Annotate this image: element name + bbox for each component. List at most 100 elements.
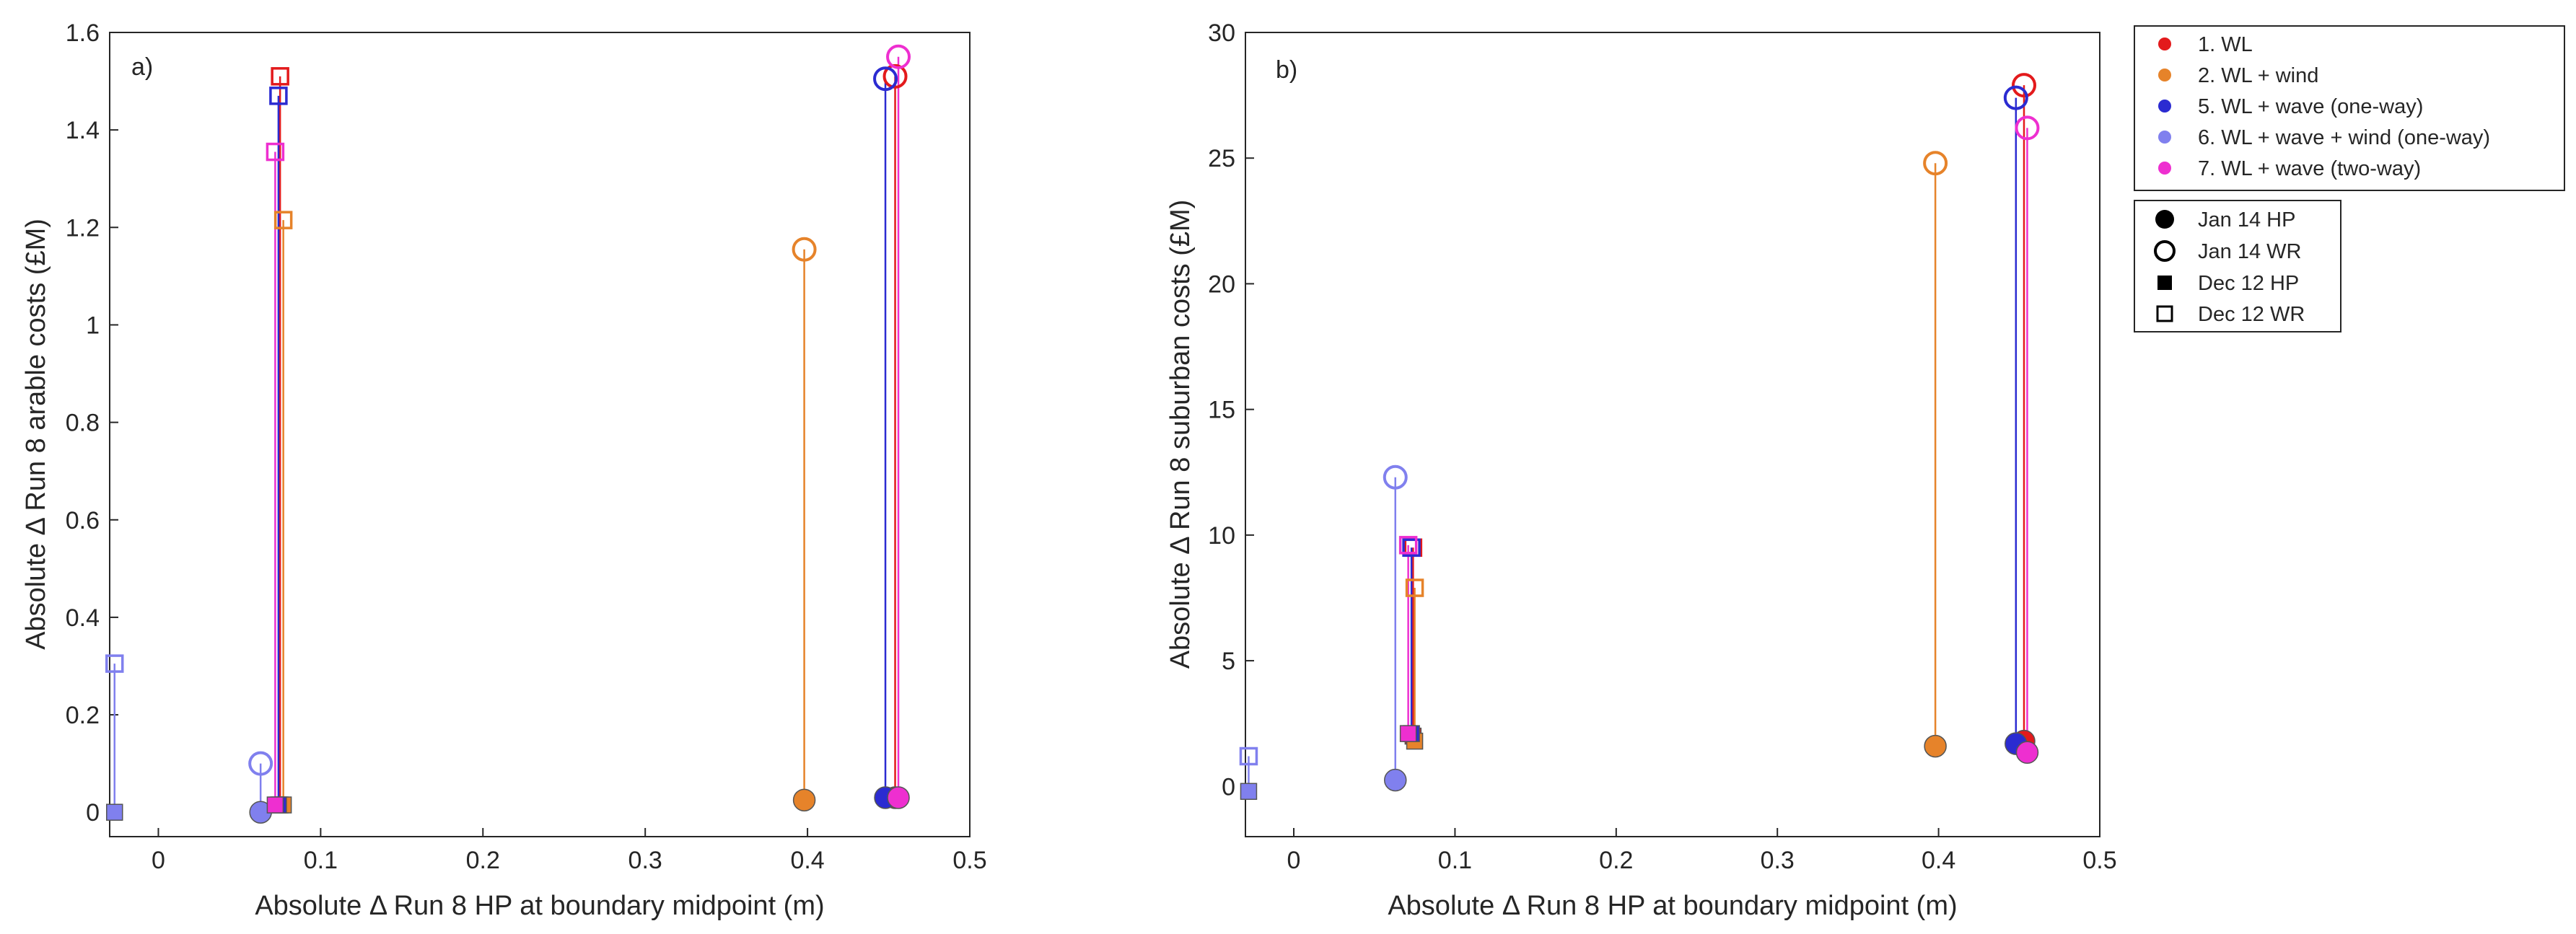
panel-a-6-wl-wave-wind-one-way-jan14-wr-point [248,751,273,776]
legend-marker-open-square [2156,305,2173,322]
legend-item-wl-wave-oneway: 5. WL + wave (one-way) [2158,95,2423,118]
panel-a-xtick-label: 0.1 [304,847,338,874]
panel-b-xtick-label: 0.3 [1761,847,1795,874]
panel-a-ytick-label: 0 [86,799,100,827]
legend-item-wl-wind: 2. WL + wind [2158,64,2318,87]
panel-a-xtick-label: 0.3 [628,847,662,874]
panel-b-xtick-label: 0.1 [1438,847,1472,874]
panel-b-7-wl-wave-two-way-jan14-hp-point [2015,741,2039,765]
panel-b-marks [1239,73,2040,801]
panel-a-7-wl-wave-two-way-jan14-hp-point [887,786,910,809]
panel-a-2-wl-wind-jan14-hp-point [792,788,816,812]
panel-a-5-wl-wave-one-way-dec12-wr-point [269,87,288,105]
panel-a-7-wl-wave-two-way-dec12-wr-point [266,142,285,162]
panel-a-marks [105,44,911,824]
panel-a-ytick-label: 0.2 [66,702,100,729]
panel-b-ytick-label: 0 [1222,773,1235,801]
panel-b-2-wl-wind-jan14-wr-point [1923,151,1948,176]
legend-label-wl-wave-oneway: 5. WL + wave (one-way) [2198,95,2423,118]
panel-a-ytick-label: 0.8 [66,410,100,437]
panel-b-ytick-label: 10 [1208,522,1235,550]
legend-marker-open-circle [2154,240,2176,262]
panel-a-xtick-label: 0.4 [790,847,824,874]
panel-b-7-wl-wave-two-way-jan14-wr-point [2015,115,2040,141]
legend-item-wl-wave-twoway: 7. WL + wave (two-way) [2158,157,2421,180]
legend-label-jan14-hp: Jan 14 HP [2198,208,2295,232]
panel-a-6-wl-wave-wind-one-way-dec12-hp-point [105,803,123,821]
legend-swatch-wl-wave-wind-oneway [2158,131,2171,144]
panel-a-2-wl-wind-dec12-wr-point [273,211,293,229]
panel-a-7-wl-wave-two-way-dec12-hp-point [266,796,284,814]
legend-swatch-wl-wave-oneway [2158,100,2171,113]
legend-label-wl: 1. WL [2198,33,2253,56]
panel-a-1-wl-jan14-wr-point [882,63,908,89]
panel-b-xtick-label: 0 [1287,847,1301,874]
legend-marker-filled-circle [2155,210,2174,229]
legend-series-box [2134,25,2565,191]
legend-item-jan14-wr: Jan 14 WR [2154,240,2301,263]
legend-markers: Jan 14 HP Jan 14 WR Dec 12 HP Dec 12 WR [2134,200,2341,332]
panel-a-xlabel: Absolute Δ Run 8 HP at boundary midpoint… [255,891,824,921]
panel-b-ytick-label: 20 [1208,270,1235,298]
panel-b-5-wl-wave-one-way-jan14-wr-point [2003,85,2028,110]
legend-marker-filled-square [2157,276,2172,290]
legend-swatch-wl [2158,38,2171,50]
legend-label-dec12-wr: Dec 12 WR [2198,303,2305,326]
legend-series: 1. WL 2. WL + wind 5. WL + wave (one-way… [2134,25,2565,191]
panel-a-chart: 0 0.1 0.2 0.3 0.4 0.500.20.40.60.811.21.41.6 … [21,19,987,921]
panel-b-xtick-label: 0.4 [1922,847,1955,874]
panel-a-ytick-label: 1.6 [66,19,100,47]
legend-swatch-wl-wave-twoway [2158,162,2171,175]
panel-a-2-wl-wind-jan14-wr-point [792,237,817,262]
panel-a-5-wl-wave-one-way-jan14-wr-point [873,66,898,92]
panel-a-ytick-label: 1.4 [66,117,100,144]
panel-b-xtick-label: 0.2 [1599,847,1633,874]
panel-b-6-wl-wave-wind-one-way-jan14-wr-point [1383,464,1408,490]
legend-label-dec12-hp: Dec 12 HP [2198,272,2299,295]
panel-b-7-wl-wave-two-way-dec12-hp-point [1399,725,1417,742]
panel-b-6-wl-wave-wind-one-way-jan14-hp-point [1384,768,1407,792]
panel-b-ytick-label: 5 [1222,648,1235,675]
panel-a-ticks: 0 0.1 0.2 0.3 0.4 0.5 0 0.2 0.4 0.6 0.8 1 1.2 1.4 1.6 [66,19,987,874]
panel-b-xlabel: Absolute Δ Run 8 HP at boundary midpoint… [1388,891,1957,921]
legend-item-dec12-hp: Dec 12 HP [2157,272,2299,295]
panel-a-label: a) [131,53,153,81]
panel-b-1-wl-jan14-wr-point [2012,73,2037,98]
panel-b-6-wl-wave-wind-one-way-dec12-wr-point [1239,746,1258,766]
legend-item-wl-wave-wind-oneway: 6. WL + wave + wind (one-way) [2158,126,2490,149]
panel-b-2-wl-wind-jan14-hp-point [1924,734,1947,758]
legend-label-wl-wave-wind-oneway: 6. WL + wave + wind (one-way) [2198,126,2490,149]
panel-a-7-wl-wave-two-way-jan14-wr-point [886,44,911,69]
panel-a-xtick-label: 0.5 [952,847,986,874]
panel-b-plot-area [1245,32,2100,837]
panel-a-xtick-label: 0.2 [466,847,500,874]
panel-b-ylabel: Absolute Δ Run 8 suburban costs (£M) [1165,200,1196,669]
panel-a-6-wl-wave-wind-one-way-dec12-wr-point [105,654,124,673]
panel-a-ytick-label: 1.2 [66,214,100,242]
panel-b-ytick-label: 15 [1208,397,1235,424]
panel-a-ytick-label: 1 [86,312,100,339]
panel-b-ytick-label: 25 [1208,145,1235,172]
panel-a-xtick-label: 0 [152,847,165,874]
panel-a-ylabel: Absolute Δ Run 8 arable costs (£M) [21,219,51,650]
panel-b-7-wl-wave-two-way-dec12-wr-point [1398,536,1418,555]
legend-label-jan14-wr: Jan 14 WR [2198,240,2301,263]
legend-item-wl: 1. WL [2158,33,2253,56]
legend-item-dec12-wr: Dec 12 WR [2156,303,2305,326]
panel-a-ytick-label: 0.6 [66,507,100,534]
panel-b-ticks: 0 0.1 0.2 0.3 0.4 0.5 0 5 10 15 20 25 30 [1208,19,2116,874]
panel-a-plot-area [109,32,971,837]
legend-label-wl-wind: 2. WL + wind [2198,64,2318,87]
panel-a-ytick-label: 0.4 [66,604,100,632]
panel-b-6-wl-wave-wind-one-way-dec12-hp-point [1240,783,1258,801]
legend-swatch-wl-wind [2158,69,2171,81]
panel-b-label: b) [1276,56,1297,84]
panel-b-chart: 0 0.1 0.2 0.3 0.4 0.5 0 5 10 15 20 25 30 b) Absolute… [1165,19,2117,921]
panel-a-1-wl-dec12-wr-point [271,67,289,86]
legend-label-wl-wave-twoway: 7. WL + wave (two-way) [2198,157,2421,180]
panel-b-xtick-label: 0.5 [2082,847,2116,874]
panel-b-2-wl-wind-dec12-wr-point [1405,578,1424,597]
legend-item-jan14-hp: Jan 14 HP [2155,208,2295,232]
panel-b-ytick-label: 30 [1208,19,1235,47]
